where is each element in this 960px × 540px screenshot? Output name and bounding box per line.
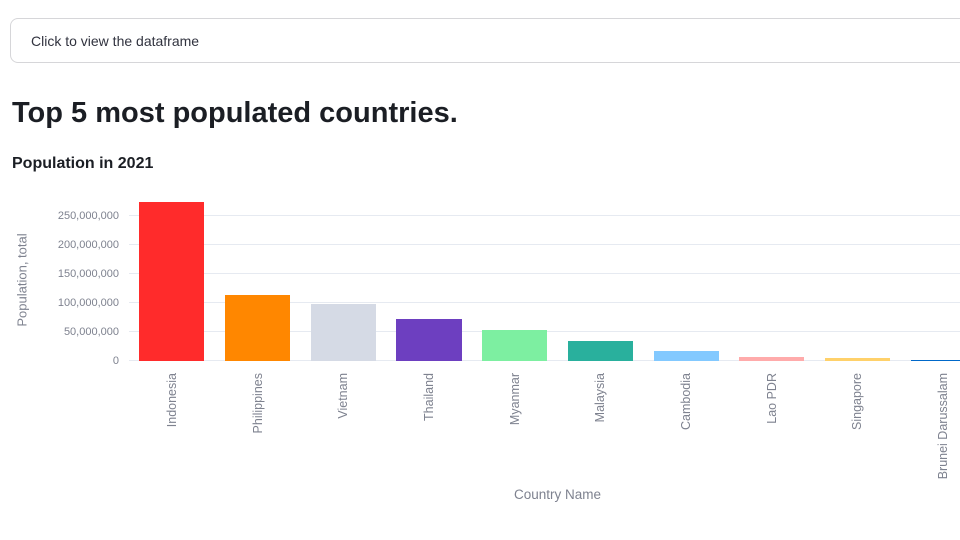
y-tick-label: 150,000,000 [57,268,119,281]
dataframe-expander[interactable]: Click to view the dataframe [10,18,960,63]
x-tick-cell: Malaysia [558,361,644,479]
x-tick-label-vietnam: Vietnam [336,372,351,419]
x-tick-cell: Indonesia [129,361,215,479]
y-tick-label: 250,000,000 [57,210,119,223]
bar-slot [472,199,558,361]
bar-slot [643,199,729,361]
gridline [129,244,960,246]
x-tick-label-brunei-darussalam: Brunei Darussalam [936,372,951,480]
bar-slot [129,199,215,361]
bar-slot [900,199,960,361]
y-tick-label: 0 [112,354,119,367]
chart-subtitle: Population in 2021 [12,154,154,172]
x-tick-cell: Philippines [215,361,301,479]
bar-slot [386,199,472,361]
bar-indonesia[interactable] [139,202,205,361]
x-tick-cell: Brunei Darussalam [900,361,960,479]
bar-thailand[interactable] [396,319,462,361]
x-axis-spacer [10,361,129,479]
gridline [129,301,960,303]
x-tick-label-philippines: Philippines [250,372,265,434]
x-tick-cell: Lao PDR [729,361,815,479]
bar-vietnam[interactable] [310,304,376,361]
x-tick-label-singapore: Singapore [850,372,865,430]
bar-myanmar[interactable] [482,329,548,361]
x-tick-cell: Cambodia [643,361,729,479]
gridline [129,273,960,275]
expander-label: Click to view the dataframe [31,32,200,49]
y-axis-title: Population, total [14,233,30,327]
y-tick-labels: 0 50,000,000 100,000,000 150,000,000 200,000… [34,199,129,367]
bar-philippines[interactable] [224,294,291,361]
bar-brunei-darussalam[interactable] [910,359,960,361]
x-tick-cell: Vietnam [300,361,386,479]
x-tick-label-lao-pdr: Lao PDR [764,372,779,424]
y-tick-label: 50,000,000 [63,325,119,338]
bar-malaysia[interactable] [567,341,633,361]
gridline [129,215,960,217]
y-tick-label: 200,000,000 [57,239,119,252]
x-tick-cell: Singapore [815,361,901,479]
x-tick-label-thailand: Thailand [421,372,436,421]
x-tick-label-malaysia: Malaysia [593,372,608,423]
x-tick-cell: Myanmar [472,361,558,479]
bar-cambodia[interactable] [653,351,719,361]
x-tick-label-myanmar: Myanmar [507,372,522,425]
bar-lao-pdr[interactable] [739,356,805,361]
x-tick-labels: Indonesia Philippines Vietnam Thailand Myanm… [129,361,960,479]
bar-slot [558,199,644,361]
bar-slot [300,199,386,361]
x-tick-label-cambodia: Cambodia [679,372,694,430]
y-axis: Population, total [10,199,34,361]
bar-slot [729,199,815,361]
bar-slot [215,199,301,361]
x-title-spacer [10,479,129,502]
page-title: Top 5 most populated countries. [12,97,458,129]
x-tick-cell: Thailand [386,361,472,479]
bar-chart: Population, total 0 50,000,000 100,000,000… [10,199,960,502]
x-axis-title: Country Name [513,486,602,502]
x-tick-label-indonesia: Indonesia [164,372,179,428]
plot-area [129,199,960,361]
bar-singapore[interactable] [824,357,891,361]
app-container: Click to view the dataframe Top 5 most p… [10,18,960,502]
bars-layer [129,199,960,361]
y-tick-label: 100,000,000 [57,296,119,309]
bar-slot [815,199,901,361]
